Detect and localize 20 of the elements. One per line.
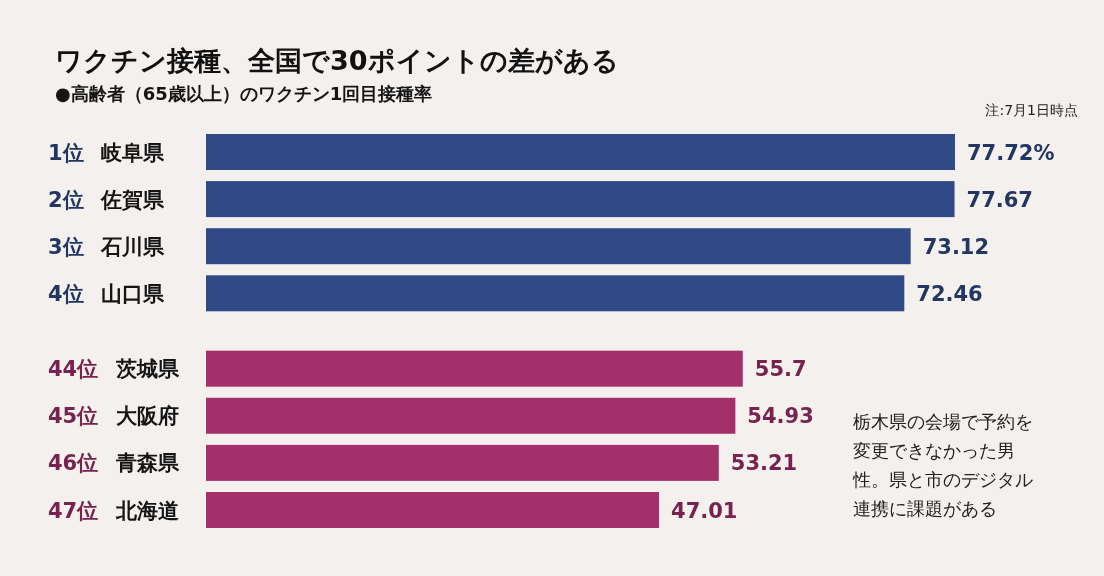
data-label: 77.67 — [966, 187, 1033, 212]
data-label: 72.46 — [916, 281, 983, 306]
data-label: 53.21 — [730, 451, 798, 476]
data-label: 47.01 — [671, 498, 738, 523]
y-tick-label: 45位 大阪府 — [48, 404, 179, 429]
chart-subtitle: ●高齢者（65歳以上）のワクチン1回目接種率 — [55, 83, 433, 104]
y-tick-label: 4位 山口県 — [48, 281, 165, 306]
data-label: 55.7 — [754, 357, 807, 382]
annotation: 栃木県の会場で予約を変更できなかった男性。県と市のデジタル連携に課題がある — [852, 411, 1033, 519]
y-tick-label: 3位 石川県 — [48, 234, 165, 259]
y-tick-label: 2位 佐賀県 — [48, 187, 165, 212]
y-tick-label: 1位 岐阜県 — [48, 140, 165, 165]
data-label: 54.93 — [747, 404, 814, 429]
data-label: 73.12 — [922, 234, 990, 259]
text: 注:7月1日時点 — [985, 102, 1078, 118]
y-tick-label: 44位 茨城県 — [48, 357, 180, 382]
y-tick-label: 46位 青森県 — [48, 451, 180, 476]
y-tick-label: 47位 北海道 — [48, 498, 179, 523]
chart-title: ワクチン接種、全国で30ポイントの差がある — [55, 45, 619, 76]
data-label: 77.72% — [967, 140, 1055, 165]
